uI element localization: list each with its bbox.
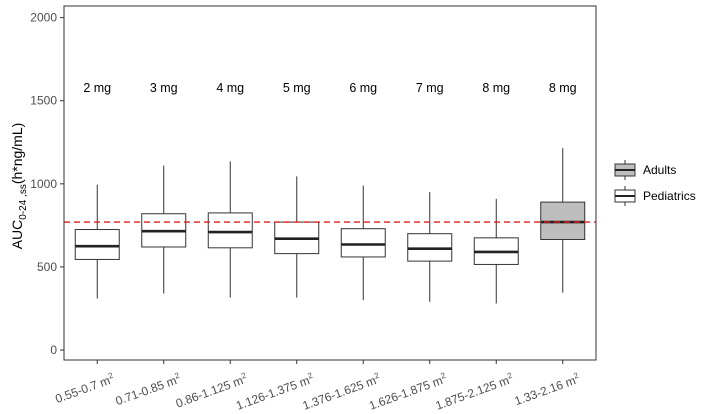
y-axis-title: AUC0-24 ,ss(h*ng/mL) xyxy=(9,123,29,250)
iqr-box xyxy=(207,212,253,249)
legend-key-adults xyxy=(614,160,636,180)
iqr-box xyxy=(340,228,386,258)
y-tick-label: 1500 xyxy=(30,94,57,108)
dose-label: 8 mg xyxy=(482,81,510,95)
iqr-box xyxy=(74,229,120,260)
y-axis-title-main: AUC xyxy=(9,220,25,250)
legend-key-pediatrics xyxy=(614,186,636,206)
svg-text:AUC0-24 ,ss(h*ng/mL): AUC0-24 ,ss(h*ng/mL) xyxy=(9,123,29,250)
legend-label: Adults xyxy=(643,163,676,177)
dose-label: 2 mg xyxy=(83,81,111,95)
box-layer xyxy=(74,148,586,304)
box-3 xyxy=(207,161,253,298)
dose-label: 3 mg xyxy=(150,81,178,95)
x-tick-marks xyxy=(96,360,564,364)
box-4 xyxy=(274,176,320,298)
y-axis-title-subscript: 0-24 ,ss xyxy=(18,184,29,220)
y-tick-marks xyxy=(60,17,64,351)
box-1 xyxy=(74,184,120,299)
x-tick-label: 0.55-0.7 m2 xyxy=(53,371,117,406)
y-tick-label: 500 xyxy=(37,260,57,274)
box-7 xyxy=(473,198,519,304)
dose-label: 4 mg xyxy=(216,81,244,95)
box-2 xyxy=(141,165,187,294)
box-6 xyxy=(407,192,453,302)
x-tick-label: 0.71-0.85 m2 xyxy=(113,371,183,409)
dose-label: 6 mg xyxy=(349,81,377,95)
dose-label: 7 mg xyxy=(416,81,444,95)
x-tick-label: 1.33-2.16 m2 xyxy=(512,371,582,409)
box-5 xyxy=(340,185,386,301)
dose-labels: 2 mg 3 mg 4 mg 5 mg 6 mg 7 mg 8 mg 8 mg xyxy=(83,81,576,95)
dose-label: 5 mg xyxy=(283,81,311,95)
y-axis-title-unit: (h*ng/mL) xyxy=(9,123,25,184)
y-tick-labels: 0 500 1000 1500 2000 xyxy=(30,11,57,357)
box-8 xyxy=(540,148,586,293)
legend: Adults Pediatrics xyxy=(614,160,696,206)
dose-label: 8 mg xyxy=(549,81,577,95)
y-tick-label: 2000 xyxy=(30,11,57,25)
plot-panel-border xyxy=(63,5,597,361)
x-tick-labels: 0.55-0.7 m2 0.71-0.85 m20.86-1.125 m21.12… xyxy=(53,371,582,413)
legend-label: Pediatrics xyxy=(643,189,696,203)
y-tick-label: 1000 xyxy=(30,177,57,191)
y-tick-label: 0 xyxy=(50,343,57,357)
